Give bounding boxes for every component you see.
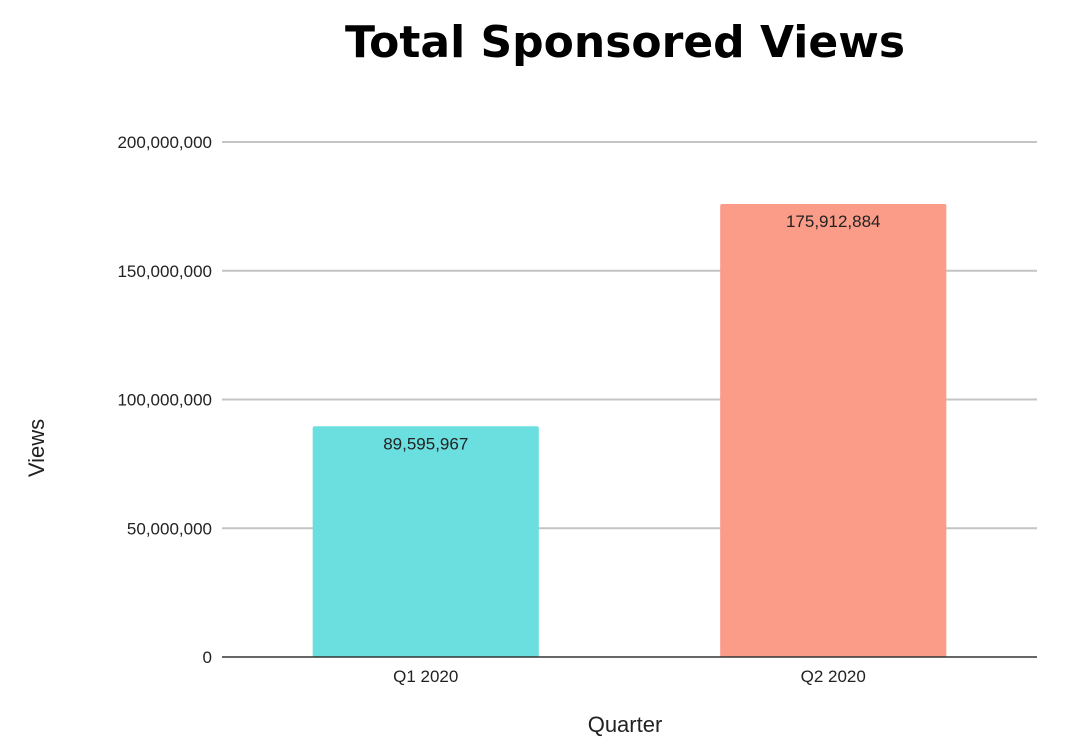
x-axis-title: Quarter [588,712,663,737]
x-category-label: Q2 2020 [801,667,866,686]
x-category-label: Q1 2020 [393,667,458,686]
bar-value-label: 89,595,967 [383,434,468,453]
bar-value-label: 175,912,884 [786,212,881,231]
y-tick-label: 200,000,000 [117,133,212,152]
x-axis-categories: Q1 2020 Q2 2020 [393,667,866,686]
y-axis-ticks: 0 50,000,000 100,000,000 150,000,000 200,000… [117,133,212,667]
bar-1 [312,426,539,657]
y-tick-label: 0 [203,648,212,667]
data-labels: 89,595,967 175,912,884 [383,212,880,453]
y-tick-label: 150,000,000 [117,262,212,281]
y-tick-label: 100,000,000 [117,391,212,410]
chart-title: Total Sponsored Views [345,17,905,68]
y-axis-title: Views [24,419,49,477]
bars [312,204,947,657]
bar-2 [720,204,947,657]
y-tick-label: 50,000,000 [127,519,212,538]
